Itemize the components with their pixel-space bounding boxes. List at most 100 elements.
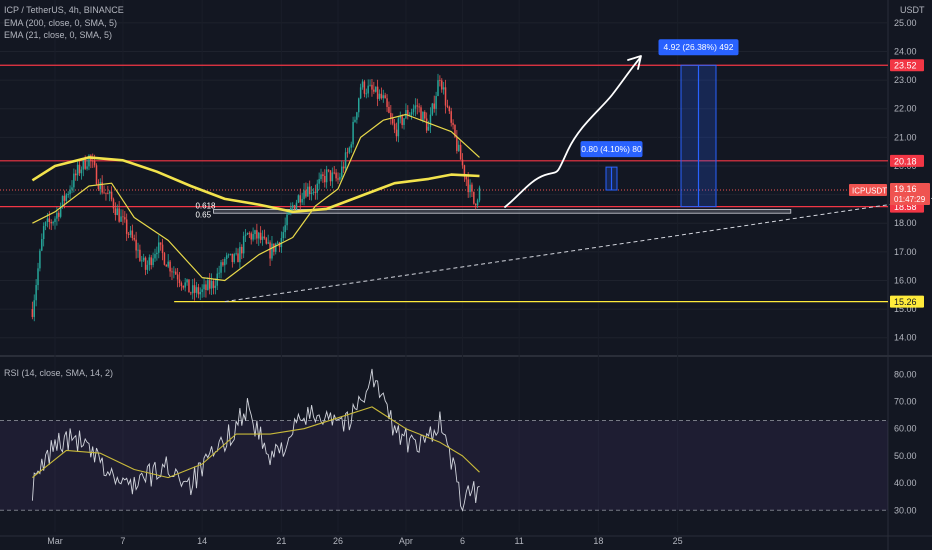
candle-body	[33, 300, 35, 317]
level-price-tag-text: 23.52	[894, 61, 917, 71]
ema200-line	[31, 156, 480, 214]
candle-body	[399, 116, 402, 119]
rsi-tick-label: 30.00	[894, 505, 917, 515]
candle-body	[401, 116, 403, 125]
candle-body	[371, 84, 373, 90]
candle-body	[65, 194, 68, 201]
candle-body	[424, 111, 426, 119]
candle-body	[291, 205, 294, 208]
candle-body	[259, 232, 262, 240]
candle-body	[184, 282, 186, 288]
candle-body	[391, 117, 394, 124]
candle-body	[301, 198, 303, 203]
candle-body	[80, 169, 83, 174]
measure-big-label: 4.92 (26.38%) 492	[664, 42, 734, 52]
candle-body	[388, 106, 390, 113]
candle-body	[99, 182, 102, 190]
candle-body	[446, 105, 449, 107]
candle-body	[367, 85, 369, 94]
candle-body	[459, 144, 462, 160]
candle-body	[314, 191, 317, 193]
candle-body	[152, 258, 154, 266]
candle-body	[35, 285, 37, 301]
candle-body	[146, 264, 149, 270]
candle-body	[403, 118, 405, 125]
candle-body	[158, 242, 160, 253]
candle-body	[346, 152, 349, 154]
candle-body	[408, 114, 411, 117]
rsi-tick-label: 70.00	[894, 397, 917, 407]
candle-body	[252, 234, 254, 240]
candle-body	[59, 205, 62, 217]
level-price-tag-text: 15.26	[894, 297, 917, 307]
candle-body	[56, 212, 58, 219]
candle-body	[176, 274, 179, 280]
candle-body	[397, 118, 400, 137]
price-tick-label: 15.00	[894, 304, 917, 314]
candle-body	[118, 208, 120, 222]
candle-body	[352, 121, 354, 145]
candle-body	[342, 166, 345, 169]
candle-body	[195, 287, 198, 293]
candle-body	[254, 230, 256, 235]
candle-body	[110, 191, 113, 200]
rsi-legend[interactable]: RSI (14, close, SMA, 14, 2)	[4, 368, 114, 378]
candle-body	[167, 261, 169, 267]
candle-body	[339, 176, 341, 180]
candle-body	[44, 222, 47, 227]
price-tick-label: 17.00	[894, 247, 917, 257]
projection-arrowhead	[627, 55, 642, 70]
candle-body	[359, 87, 362, 99]
candle-body	[344, 152, 347, 169]
candle-body	[201, 289, 203, 292]
candle-body	[231, 253, 234, 263]
price-tick-label: 18.00	[894, 218, 917, 228]
time-tick-label: 25	[673, 536, 683, 546]
candle-body	[354, 119, 356, 122]
candle-body	[450, 111, 452, 123]
candle-body	[337, 178, 339, 180]
candle-body	[290, 207, 292, 212]
candle-body	[324, 176, 326, 183]
candle-body	[178, 279, 181, 284]
candle-body	[280, 238, 283, 248]
candle-body	[454, 124, 456, 137]
candle-body	[95, 165, 98, 185]
candle-body	[382, 95, 385, 99]
candle-body	[250, 233, 252, 240]
ema21-legend[interactable]: EMA (21, close, 0, SMA, 5)	[4, 30, 113, 40]
candle-body	[322, 174, 324, 177]
candle-body	[325, 169, 328, 183]
candle-body	[190, 292, 192, 294]
ema21-line	[32, 113, 480, 282]
candle-body	[73, 173, 75, 188]
candle-body	[220, 262, 222, 273]
candle-body	[171, 271, 173, 273]
candle-body	[208, 280, 211, 289]
candle-body	[341, 166, 343, 177]
ema200-legend[interactable]: EMA (200, close, 0, SMA, 5)	[4, 18, 118, 28]
candle-body	[437, 80, 439, 97]
indicator-lines	[31, 113, 480, 282]
candle-body	[127, 233, 130, 235]
candle-body	[307, 186, 309, 197]
candle-body	[41, 239, 43, 251]
candle-body	[384, 95, 386, 99]
candle-body	[410, 112, 413, 115]
candle-body	[142, 257, 145, 261]
rsi-panel	[0, 368, 888, 512]
candle-body	[286, 214, 288, 226]
candle-body	[418, 106, 420, 108]
candle-body	[365, 93, 368, 95]
rsi-line	[31, 368, 480, 512]
candle-body	[261, 236, 264, 240]
candle-body	[222, 262, 224, 266]
symbol-title[interactable]: ICP / TetherUS, 4h, BINANCE	[4, 5, 124, 15]
candle-body	[386, 98, 388, 107]
last-price-tag	[890, 183, 930, 206]
candle-body	[299, 195, 302, 203]
candle-body	[131, 230, 134, 239]
candle-body	[422, 111, 424, 121]
